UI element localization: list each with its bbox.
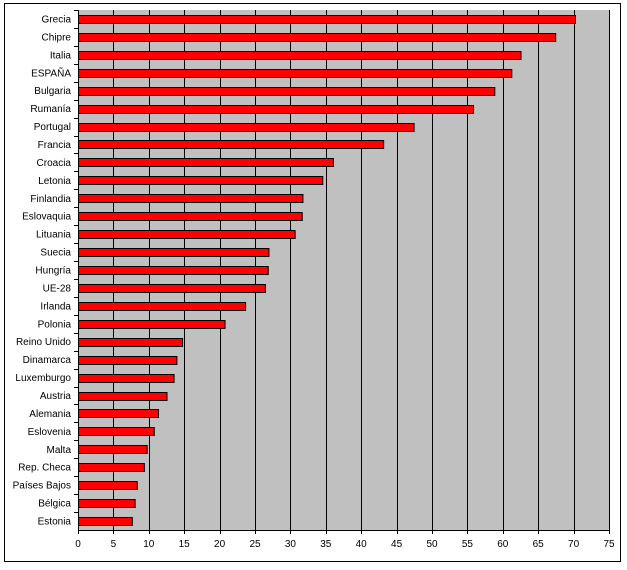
category-label: Letonia <box>38 176 71 187</box>
x-tick-label: 20 <box>214 539 226 550</box>
bar-bélgica <box>78 499 136 508</box>
x-tick-label: 50 <box>426 539 438 550</box>
bar-rumanía <box>78 105 475 114</box>
category-label: Chipre <box>42 32 72 43</box>
x-tick-label: 30 <box>285 539 297 550</box>
category-label: Irlanda <box>40 301 71 312</box>
x-tick-label: 15 <box>179 539 191 550</box>
bar-reino-unido <box>78 338 184 347</box>
category-label: Francia <box>38 140 72 151</box>
bar-grecia <box>78 15 577 24</box>
gridlines <box>113 10 610 530</box>
category-label: Luxemburgo <box>15 373 71 384</box>
category-label: ESPAÑA <box>31 66 71 79</box>
category-labels: Grecia Chipre Italia ESPAÑA Bulgaria Rumanía P… <box>13 14 72 527</box>
category-label: Rumanía <box>30 104 71 115</box>
bar-rep-checa <box>78 463 145 472</box>
category-label: Suecia <box>40 248 71 259</box>
x-tick-label: 0 <box>75 539 81 550</box>
category-label: Bulgaria <box>34 86 71 97</box>
bar-ue-28 <box>78 284 266 293</box>
bar-polonia <box>78 320 226 329</box>
bar-luxemburgo <box>78 374 175 383</box>
category-label: Rep. Checa <box>18 463 71 474</box>
x-tick-label: 60 <box>497 539 509 550</box>
bar-italia <box>78 51 522 60</box>
bar-eslovenia <box>78 427 155 436</box>
bar-irlanda <box>78 302 247 311</box>
bar-letonia <box>78 176 324 185</box>
category-label: Estonia <box>38 517 72 528</box>
category-label: Polonia <box>38 319 72 330</box>
category-label: Italia <box>50 50 72 61</box>
bar-francia <box>78 140 385 149</box>
category-label: Reino Unido <box>16 337 71 348</box>
bar-países-bajos <box>78 481 138 490</box>
x-tick-label: 75 <box>603 539 615 550</box>
bar-croacia <box>78 158 334 167</box>
category-label: Malta <box>47 445 72 456</box>
bar-eslovaquia <box>78 212 303 221</box>
bar-portugal <box>78 123 415 132</box>
category-label: Austria <box>40 391 72 402</box>
category-label: Lituania <box>36 230 71 241</box>
category-label: Alemania <box>29 409 71 420</box>
x-tick-label: 10 <box>143 539 155 550</box>
bar-hungría <box>78 266 269 275</box>
x-tick-label: 35 <box>320 539 332 550</box>
category-label: Bélgica <box>38 499 71 510</box>
category-label: UE-28 <box>43 283 72 294</box>
bar-estonia <box>78 517 133 526</box>
bar-alemania <box>78 409 160 418</box>
axis-ticks <box>74 10 610 534</box>
x-tick-label: 40 <box>356 539 368 550</box>
bar-dinamarca <box>78 356 178 365</box>
bar-suecia <box>78 248 270 257</box>
category-label: Eslovenia <box>28 427 72 438</box>
bar-lituania <box>78 230 296 239</box>
category-label: Eslovaquia <box>22 212 71 223</box>
x-tick-label: 65 <box>533 539 545 550</box>
bar-chipre <box>78 33 557 42</box>
x-tick-label: 5 <box>111 539 117 550</box>
x-tick-label: 25 <box>249 539 261 550</box>
bar-bulgaria <box>78 87 496 96</box>
x-tick-label: 55 <box>462 539 474 550</box>
category-label: Croacia <box>37 158 72 169</box>
x-tick-label: 45 <box>391 539 403 550</box>
bar-malta <box>78 445 148 454</box>
bar-austria <box>78 392 168 401</box>
x-tick-labels: 0 5 10 15 20 25 30 35 40 45 50 55 60 65 70 75 <box>75 539 615 550</box>
category-label: Finlandia <box>30 194 71 205</box>
x-tick-label: 70 <box>568 539 580 550</box>
category-label: Portugal <box>34 122 71 133</box>
category-label: Países Bajos <box>13 481 71 492</box>
bar-españa <box>78 69 513 78</box>
category-label: Dinamarca <box>23 355 72 366</box>
category-label: Grecia <box>42 14 72 25</box>
bar-finlandia <box>78 194 304 203</box>
category-label: Hungría <box>35 266 71 277</box>
